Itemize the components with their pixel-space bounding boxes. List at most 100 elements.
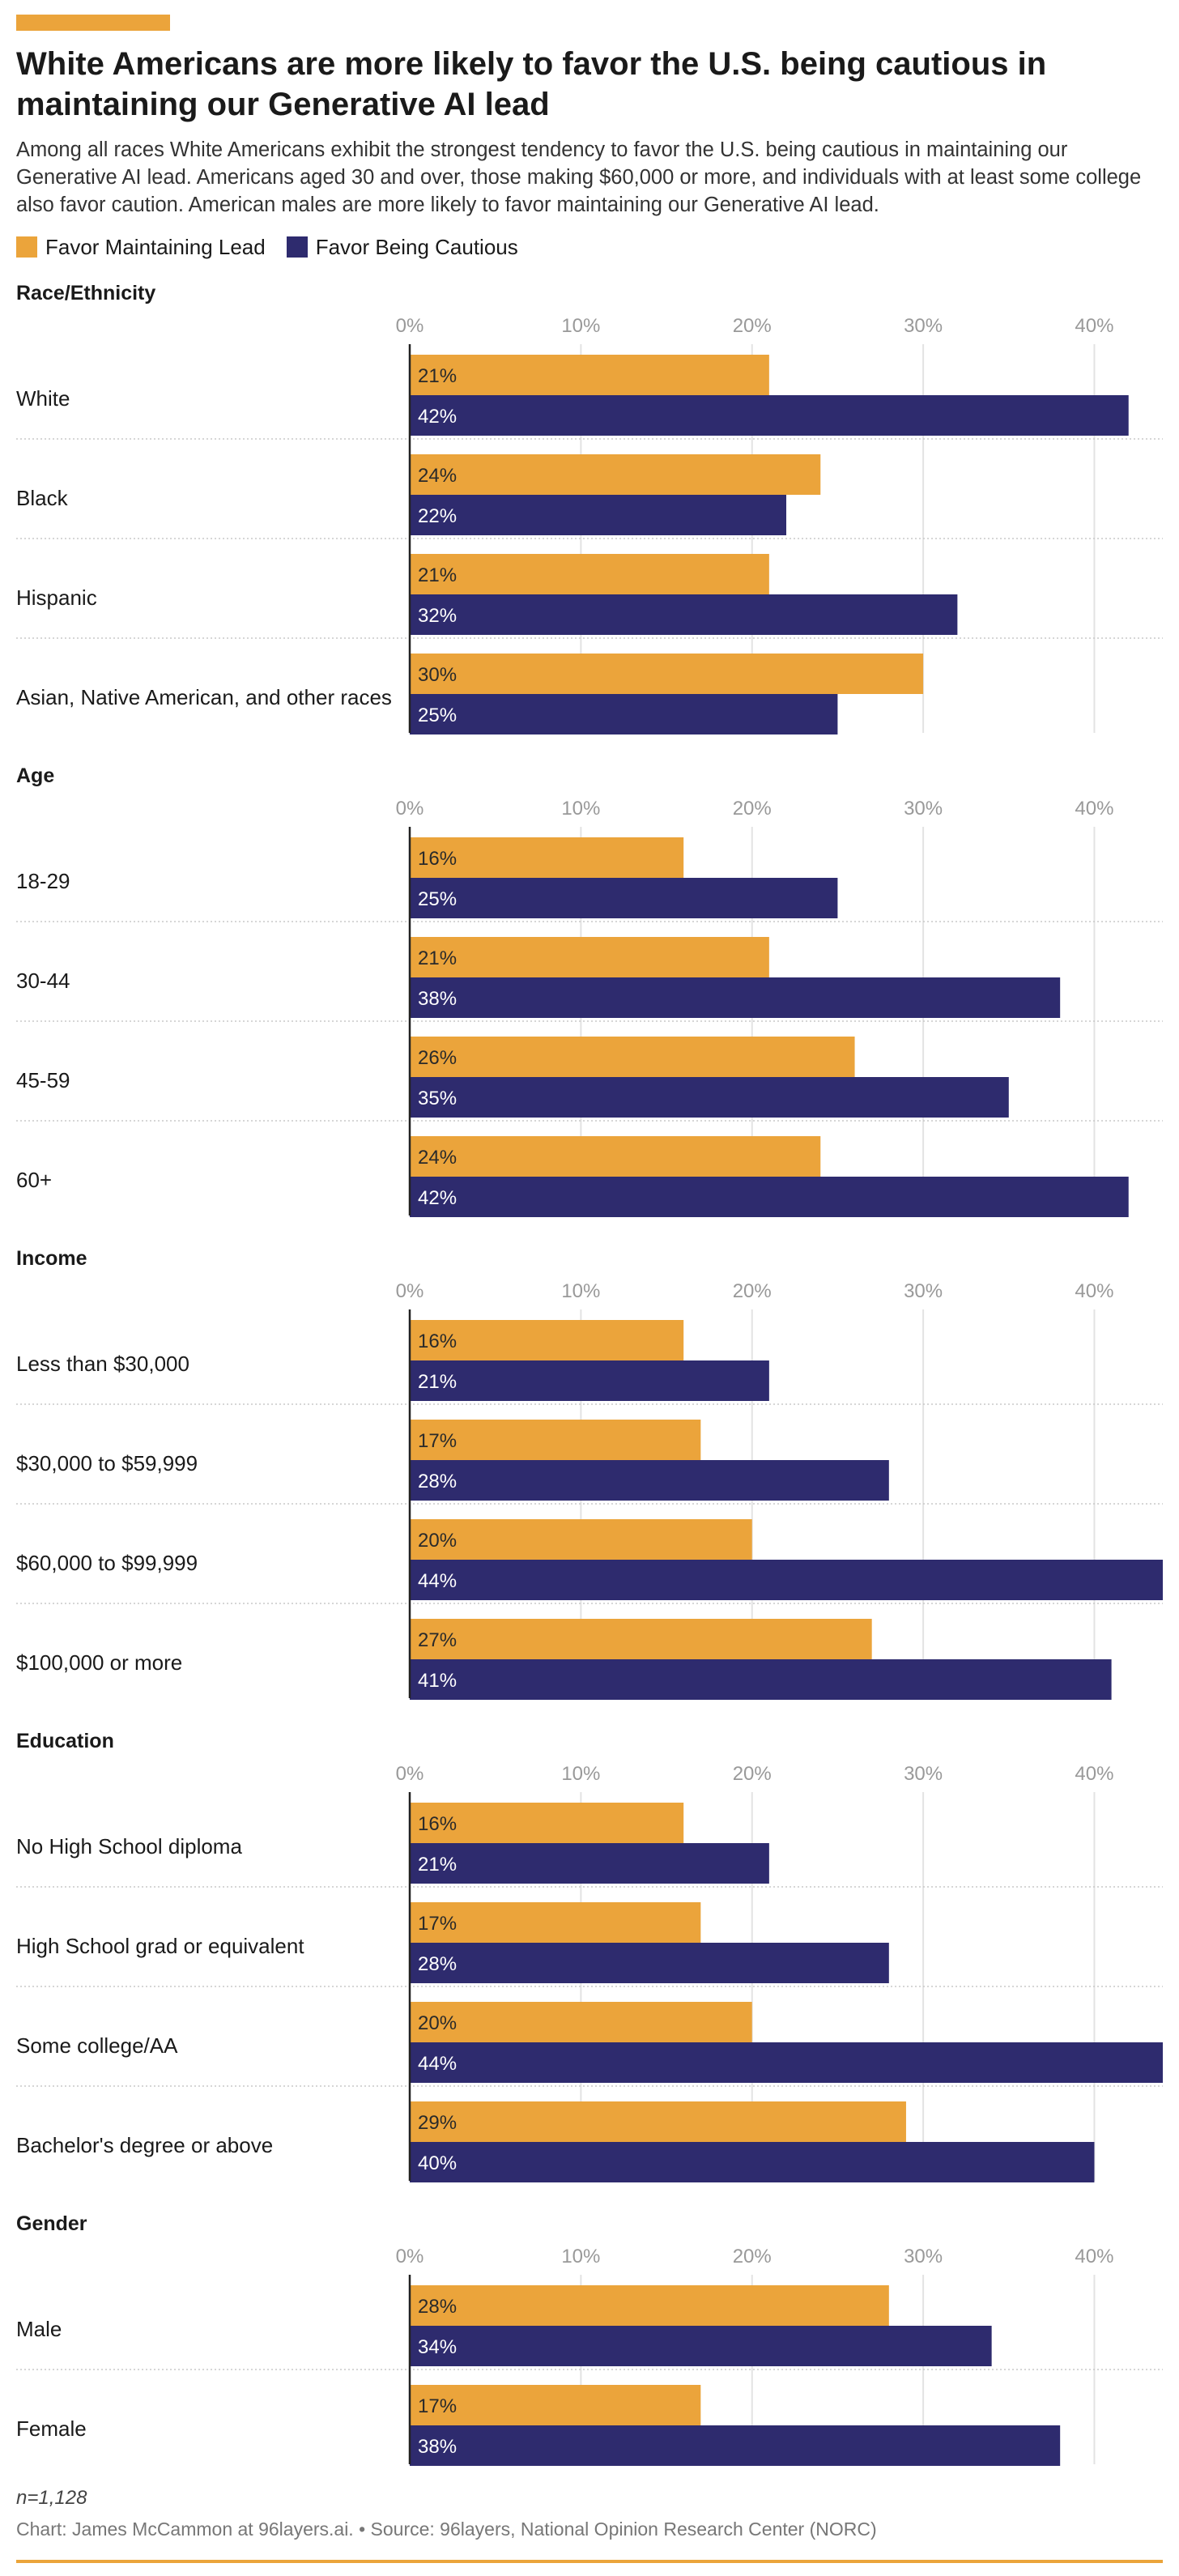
source-credit: Chart: James McCammon at 96layers.ai. • …: [16, 2519, 877, 2540]
bar-maintaining-60-000-to-99-999: [410, 1519, 752, 1560]
bar-cautious-high-school-grad-or-equivalent: [410, 1943, 889, 1983]
bar-cautious-some-college-aa: [410, 2042, 1163, 2083]
category-label-30-44: 30-44: [16, 969, 70, 993]
category-label-100-000-or-more: $100,000 or more: [16, 1650, 182, 1675]
x-tick-label-income-40: 40%: [1075, 1280, 1113, 1302]
x-tick-label-gender-40: 40%: [1075, 2246, 1113, 2267]
category-label-high-school-grad-or-equivalent: High School grad or equivalent: [16, 1934, 304, 1958]
bar-maintaining-100-000-or-more: [410, 1619, 872, 1659]
value-label-maintaining-60: 24%: [418, 1147, 457, 1169]
bar-cautious-hispanic: [410, 594, 958, 635]
bar-cautious-less-than-30-000: [410, 1360, 769, 1401]
value-label-cautious-bachelor-s-degree-or-above: 40%: [418, 2152, 457, 2174]
sample-size-note: n=1,128: [16, 2487, 87, 2509]
bar-cautious-male: [410, 2326, 992, 2366]
category-label-45-59: 45-59: [16, 1068, 70, 1092]
x-tick-label-race-ethnicity-40: 40%: [1075, 315, 1113, 337]
x-tick-label-gender-30: 30%: [904, 2246, 943, 2267]
bar-maintaining-30-000-to-59-999: [410, 1420, 701, 1460]
value-label-maintaining-less-than-30-000: 16%: [418, 1331, 457, 1352]
category-label-hispanic: Hispanic: [16, 585, 97, 610]
value-label-maintaining-30-000-to-59-999: 17%: [418, 1430, 457, 1452]
bar-cautious-100-000-or-more: [410, 1659, 1112, 1700]
bar-maintaining-black: [410, 454, 821, 495]
value-label-cautious-45-59: 35%: [418, 1088, 457, 1109]
chart-plot-area: Race/Ethnicity 0% 10% 20% 30% 40% White 21% 42% B…: [16, 282, 1163, 2466]
x-tick-label-income-20: 20%: [733, 1280, 772, 1302]
legend-label-cautious: Favor Being Cautious: [315, 234, 518, 259]
chart-title: White Americans are more likely to favor…: [16, 46, 1047, 122]
value-label-cautious-hispanic: 32%: [418, 605, 457, 627]
x-tick-label-age-10: 10%: [561, 798, 600, 820]
legend-swatch-cautious: [286, 236, 308, 258]
x-tick-label-age-0: 0%: [396, 798, 424, 820]
bar-cautious-30-44: [410, 977, 1061, 1018]
category-label-some-college-aa: Some college/AA: [16, 2033, 178, 2058]
bar-maintaining-some-college-aa: [410, 2002, 752, 2042]
legend: Favor Maintaining Lead Favor Being Cauti…: [16, 233, 539, 261]
x-tick-label-education-10: 10%: [561, 1763, 600, 1785]
value-label-cautious-30-44: 38%: [418, 988, 457, 1010]
bar-maintaining-male: [410, 2285, 889, 2326]
bar-cautious-no-high-school-diploma: [410, 1843, 769, 1884]
x-tick-label-income-0: 0%: [396, 1280, 424, 1302]
value-label-cautious-100-000-or-more: 41%: [418, 1670, 457, 1692]
header-accent-bar: [16, 15, 170, 31]
value-label-cautious-no-high-school-diploma: 21%: [418, 1854, 457, 1876]
bar-maintaining-less-than-30-000: [410, 1320, 684, 1360]
panel-title-age: Age: [16, 764, 54, 787]
panel-title-gender: Gender: [16, 2212, 87, 2235]
value-label-cautious-asian-native-american-and-other-races: 25%: [418, 705, 457, 726]
value-label-maintaining-30-44: 21%: [418, 947, 457, 969]
x-tick-label-gender-20: 20%: [733, 2246, 772, 2267]
bar-maintaining-bachelor-s-degree-or-above: [410, 2101, 906, 2142]
bar-cautious-60: [410, 1177, 1129, 1217]
category-label-no-high-school-diploma: No High School diploma: [16, 1834, 242, 1859]
category-label-60-000-to-99-999: $60,000 to $99,999: [16, 1551, 198, 1575]
value-label-cautious-60-000-to-99-999: 44%: [418, 1570, 457, 1592]
value-label-cautious-high-school-grad-or-equivalent: 28%: [418, 1953, 457, 1975]
category-label-female: Female: [16, 2416, 87, 2441]
bar-maintaining-female: [410, 2385, 701, 2425]
category-label-30-000-to-59-999: $30,000 to $59,999: [16, 1451, 198, 1475]
bar-maintaining-18-29: [410, 837, 684, 878]
panel-title-income: Income: [16, 1247, 87, 1270]
legend-item-cautious: Favor Being Cautious: [286, 234, 518, 260]
bar-maintaining-high-school-grad-or-equivalent: [410, 1902, 701, 1943]
footer-accent-rule: [16, 2560, 1163, 2563]
x-tick-label-education-30: 30%: [904, 1763, 943, 1785]
bar-cautious-bachelor-s-degree-or-above: [410, 2142, 1095, 2182]
value-label-maintaining-18-29: 16%: [418, 848, 457, 870]
value-label-cautious-30-000-to-59-999: 28%: [418, 1471, 457, 1492]
value-label-cautious-60: 42%: [418, 1187, 457, 1209]
x-tick-label-income-30: 30%: [904, 1280, 943, 1302]
x-tick-label-gender-10: 10%: [561, 2246, 600, 2267]
bar-maintaining-45-59: [410, 1037, 855, 1077]
panel-title-education: Education: [16, 1730, 114, 1752]
value-label-maintaining-some-college-aa: 20%: [418, 2012, 457, 2034]
value-label-cautious-female: 38%: [418, 2436, 457, 2458]
value-label-maintaining-hispanic: 21%: [418, 564, 457, 586]
category-label-asian-native-american-and-other-races: Asian, Native American, and other races: [16, 685, 392, 709]
value-label-maintaining-black: 24%: [418, 465, 457, 487]
x-tick-label-education-40: 40%: [1075, 1763, 1113, 1785]
x-tick-label-education-0: 0%: [396, 1763, 424, 1785]
bar-maintaining-60: [410, 1136, 821, 1177]
x-tick-label-gender-0: 0%: [396, 2246, 424, 2267]
category-label-black: Black: [16, 486, 69, 510]
bar-cautious-45-59: [410, 1077, 1009, 1118]
value-label-maintaining-asian-native-american-and-other-races: 30%: [418, 664, 457, 686]
bar-cautious-30-000-to-59-999: [410, 1460, 889, 1501]
x-tick-label-age-20: 20%: [733, 798, 772, 820]
x-tick-label-race-ethnicity-10: 10%: [561, 315, 600, 337]
value-label-maintaining-male: 28%: [418, 2296, 457, 2318]
value-label-cautious-black: 22%: [418, 505, 457, 527]
value-label-cautious-less-than-30-000: 21%: [418, 1371, 457, 1393]
value-label-cautious-male: 34%: [418, 2336, 457, 2358]
bar-cautious-female: [410, 2425, 1061, 2466]
value-label-maintaining-high-school-grad-or-equivalent: 17%: [418, 1913, 457, 1935]
category-label-less-than-30-000: Less than $30,000: [16, 1352, 189, 1376]
x-tick-label-age-40: 40%: [1075, 798, 1113, 820]
legend-item-maintaining: Favor Maintaining Lead: [16, 235, 266, 260]
x-tick-label-income-10: 10%: [561, 1280, 600, 1302]
